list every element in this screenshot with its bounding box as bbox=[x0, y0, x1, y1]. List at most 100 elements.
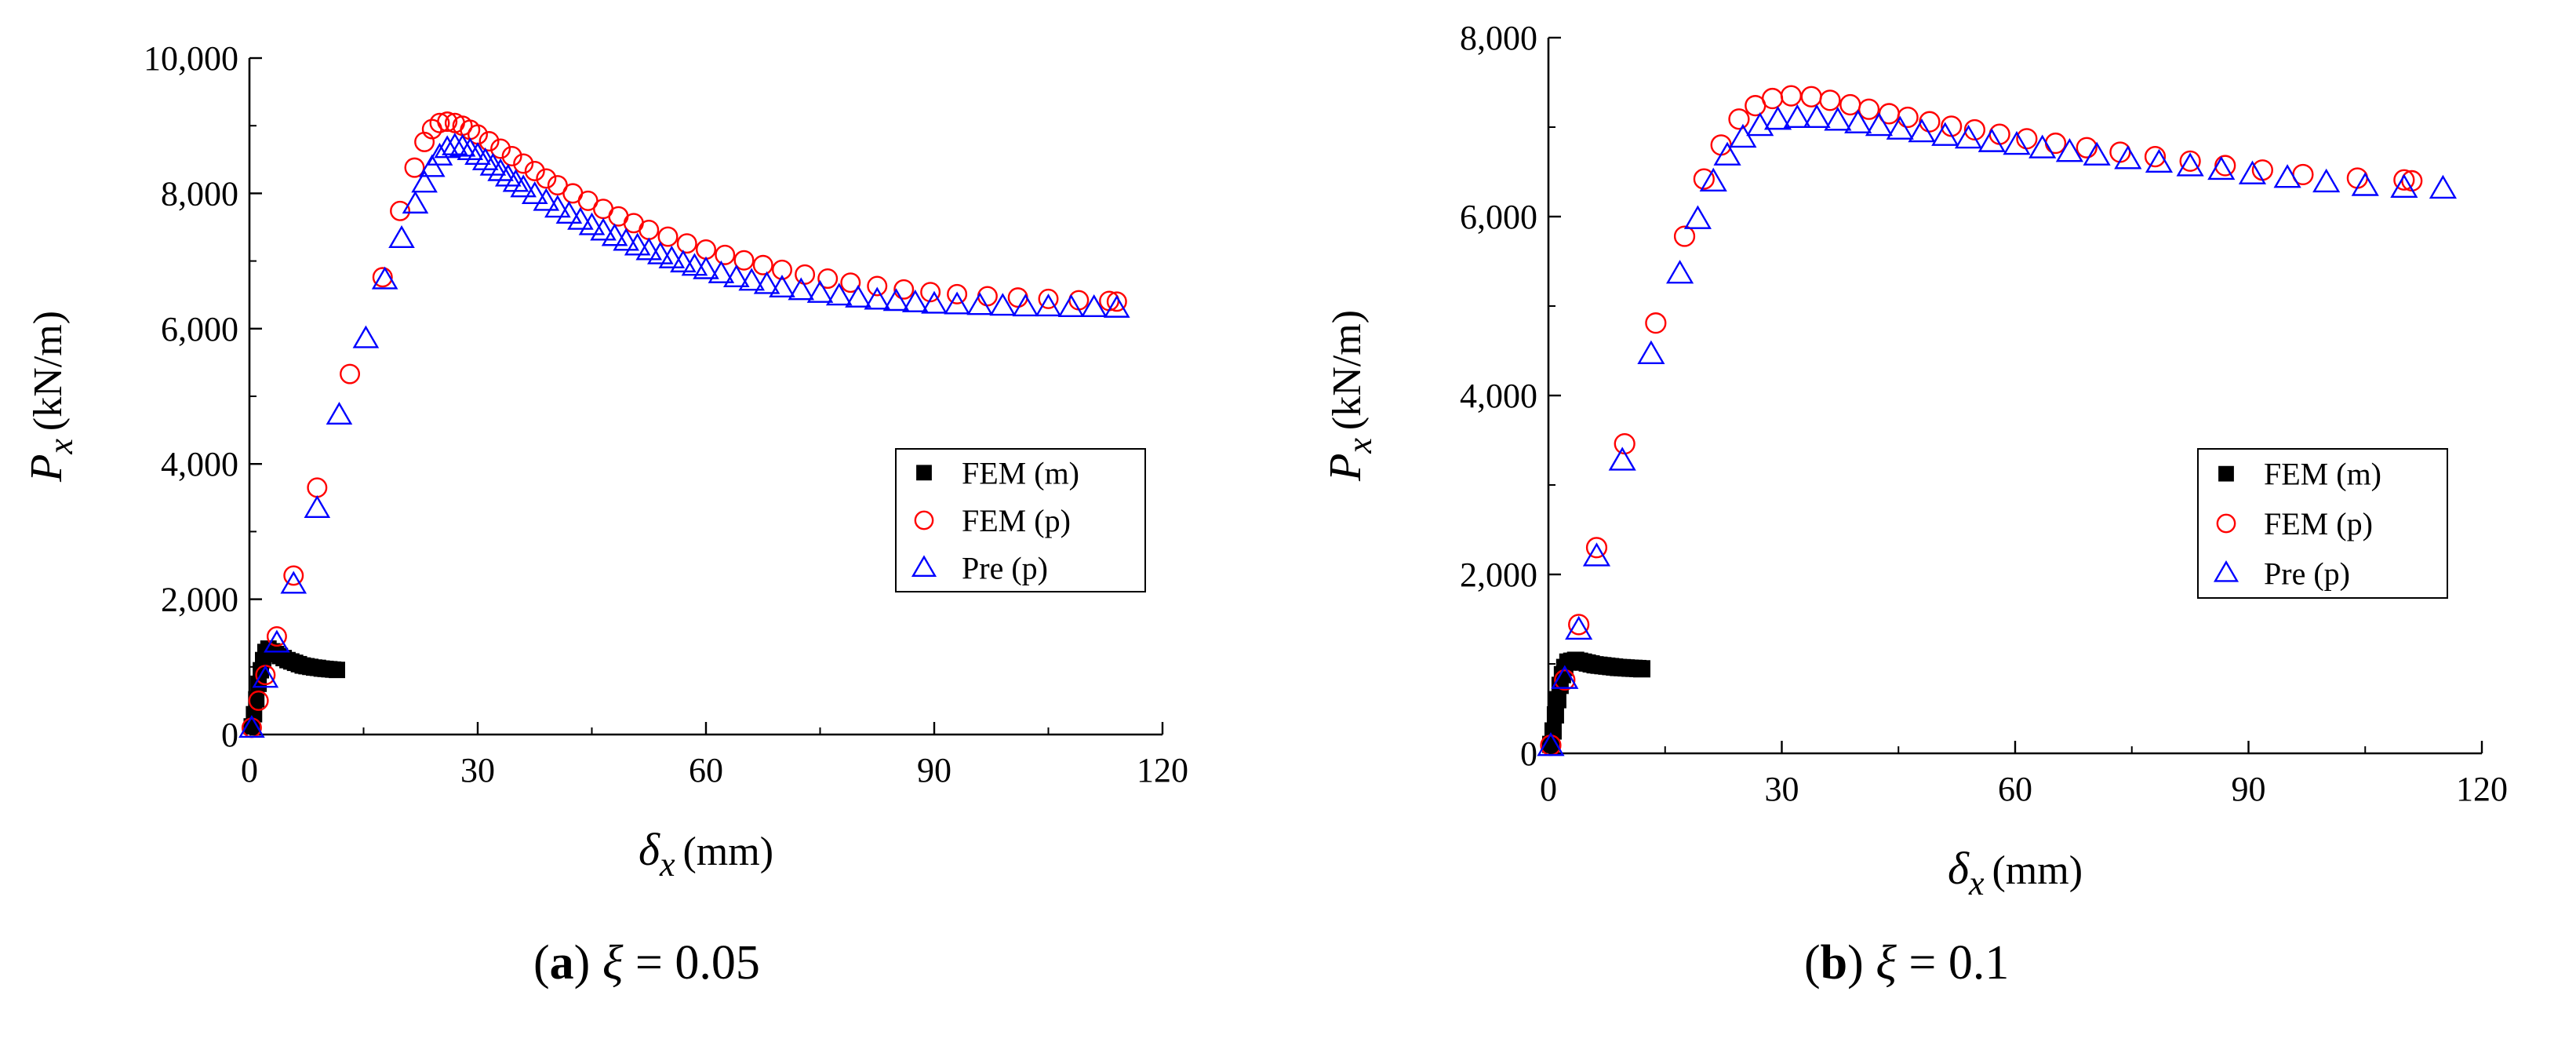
legend-box-b bbox=[2197, 448, 2448, 599]
caption-a-relation: = 0.05 bbox=[635, 936, 760, 990]
point-a-2-59 bbox=[1080, 293, 1108, 317]
point-a-2-45 bbox=[788, 277, 815, 301]
point-b-1-14 bbox=[1819, 89, 1841, 111]
x-tick-label-a-1: 30 bbox=[460, 751, 495, 789]
point-a-1-4 bbox=[283, 565, 304, 586]
caption-b-variable: ξ bbox=[1876, 936, 1897, 990]
y-axis-label-symbol-a: P bbox=[20, 454, 71, 483]
point-a-2-13 bbox=[434, 135, 461, 159]
point-b-2-33 bbox=[2312, 168, 2341, 193]
point-a-2-16 bbox=[457, 137, 484, 160]
point-a-2-0 bbox=[238, 715, 265, 738]
point-b-2-16 bbox=[1844, 109, 1872, 133]
point-a-2-35 bbox=[646, 241, 674, 264]
point-a-1-13 bbox=[437, 111, 458, 133]
series-b-1 bbox=[1540, 85, 2423, 756]
legend-label-b-0: FEM (m) bbox=[2264, 457, 2381, 492]
point-b-1-1 bbox=[1554, 669, 1576, 691]
point-a-2-27 bbox=[555, 201, 583, 224]
point-a-2-32 bbox=[613, 228, 639, 251]
y-tick-label-a-2: 4,000 bbox=[161, 445, 238, 483]
point-a-2-49 bbox=[864, 286, 891, 310]
legend-label-a-2: Pre (p) bbox=[962, 551, 1048, 586]
y-axis-label-subscript-b: x bbox=[1341, 438, 1379, 454]
point-a-2-41 bbox=[722, 264, 750, 288]
point-b-2-11 bbox=[1746, 111, 1774, 137]
x-tick-label-a-4: 120 bbox=[1137, 751, 1188, 789]
y-tick-label-a-5: 10,000 bbox=[144, 39, 238, 78]
x-axis-label-unit-b: (mm) bbox=[1992, 848, 2083, 893]
point-b-2-22 bbox=[1977, 128, 2006, 152]
x-tick-label-b-2: 60 bbox=[1998, 770, 2032, 808]
point-a-2-36 bbox=[658, 245, 686, 268]
series-b-0 bbox=[1541, 651, 1650, 753]
point-a-2-23 bbox=[510, 174, 537, 198]
point-a-2-9 bbox=[402, 191, 429, 214]
x-tick-label-a-2: 60 bbox=[689, 751, 723, 789]
legend-label-a-1: FEM (p) bbox=[962, 503, 1071, 538]
point-b-1-12 bbox=[1780, 85, 1802, 107]
point-a-2-53 bbox=[944, 291, 970, 315]
point-b-1-2 bbox=[1568, 614, 1590, 636]
point-a-1-35 bbox=[733, 250, 755, 271]
point-b-1-32 bbox=[2346, 167, 2368, 189]
point-b-2-12 bbox=[1763, 105, 1792, 130]
point-a-2-54 bbox=[966, 292, 994, 315]
point-a-2-56 bbox=[1012, 293, 1039, 317]
point-a-2-50 bbox=[882, 288, 910, 312]
point-b-2-30 bbox=[2207, 155, 2236, 180]
chart-panel-a: 0 30 60 90 120 0 2,000 4,000 6,000 8,000 10,000 δx(… bbox=[0, 0, 1286, 1039]
x-axis-label-subscript-a: x bbox=[659, 845, 675, 884]
point-a-2-25 bbox=[533, 188, 560, 211]
point-b-1-24 bbox=[2044, 132, 2067, 155]
point-b-2-20 bbox=[1931, 122, 1959, 146]
point-b-0-2 bbox=[1546, 705, 1564, 724]
x-tick-label-b-4: 120 bbox=[2456, 770, 2508, 808]
point-a-2-2 bbox=[264, 629, 290, 653]
point-a-2-1 bbox=[252, 665, 279, 688]
point-b-1-3 bbox=[1585, 537, 1608, 559]
point-a-2-34 bbox=[635, 237, 663, 261]
point-b-2-10 bbox=[1729, 123, 1757, 148]
y-axis-label-a: Px (kN/m) bbox=[20, 311, 80, 483]
y-axis-label-unit-a: (kN/m) bbox=[26, 311, 71, 431]
point-a-1-48 bbox=[1068, 290, 1090, 311]
chart-a-svg: 0 30 60 90 12002,0004,0006,0008,00010,000δx(… bbox=[20, 39, 1188, 884]
point-a-1-36 bbox=[752, 254, 773, 275]
point-b-2-8 bbox=[1699, 167, 1727, 191]
y-axis-label-b: Px (kN/m) bbox=[1319, 310, 1379, 482]
legend-marker-a-1 bbox=[914, 510, 934, 530]
point-a-1-37 bbox=[772, 259, 792, 280]
point-a-2-40 bbox=[708, 260, 735, 283]
caption-a-variable: ξ bbox=[602, 936, 624, 990]
point-b-2-26 bbox=[2083, 141, 2111, 166]
point-a-2-6 bbox=[352, 325, 380, 348]
point-a-2-37 bbox=[670, 250, 697, 273]
point-b-2-28 bbox=[2145, 148, 2174, 173]
point-a-2-26 bbox=[544, 195, 571, 218]
y-axis-label-subscript-a: x bbox=[42, 439, 80, 455]
point-b-2-7 bbox=[1683, 205, 1712, 229]
point-a-1-41 bbox=[867, 275, 888, 297]
point-a-1-12 bbox=[429, 112, 450, 133]
point-a-1-5 bbox=[307, 477, 328, 498]
point-b-1-6 bbox=[1673, 225, 1696, 247]
y-tick-label-a-3: 6,000 bbox=[161, 310, 238, 348]
y-axis-label-unit-b: (kN/m) bbox=[1325, 310, 1370, 430]
point-a-1-40 bbox=[840, 272, 861, 293]
point-b-2-25 bbox=[2055, 138, 2083, 162]
point-b-2-34 bbox=[2351, 172, 2379, 196]
point-b-2-29 bbox=[2176, 152, 2204, 177]
y-tick-label-b-1: 2,000 bbox=[1460, 556, 1537, 594]
point-b-2-5 bbox=[1637, 340, 1665, 365]
point-b-1-4 bbox=[1614, 432, 1635, 455]
point-a-2-44 bbox=[769, 274, 795, 297]
legend-label-a-0: FEM (m) bbox=[962, 455, 1079, 490]
point-a-2-11 bbox=[418, 154, 446, 177]
point-a-2-10 bbox=[411, 170, 438, 193]
point-b-1-5 bbox=[1645, 312, 1667, 334]
y-tick-label-b-3: 6,000 bbox=[1460, 198, 1537, 236]
series-a-2 bbox=[238, 132, 1130, 738]
legend-marker-b-2 bbox=[2213, 560, 2239, 582]
